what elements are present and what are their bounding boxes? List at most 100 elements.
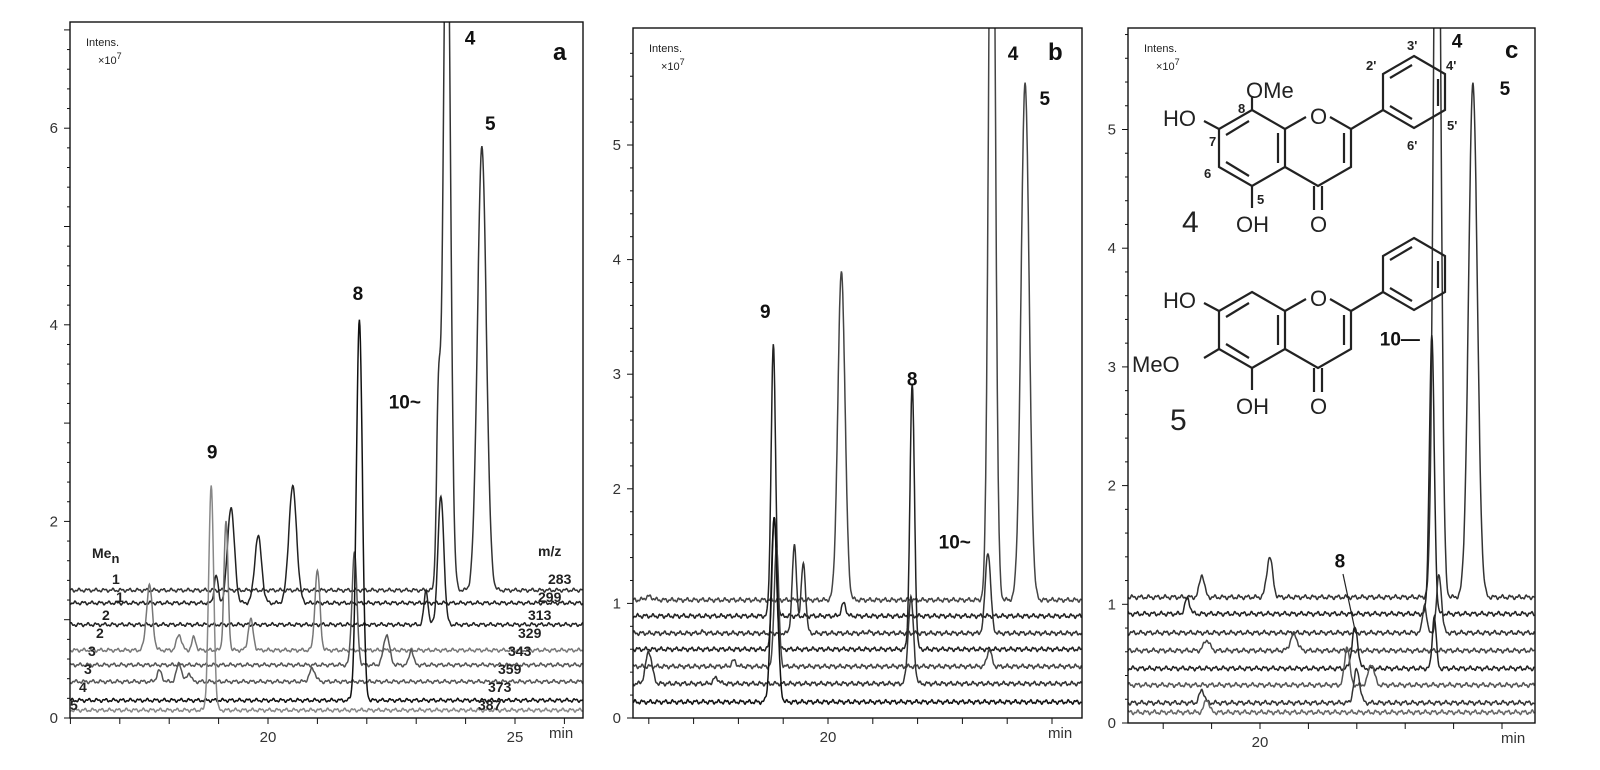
- peak-label-10: 10~: [939, 532, 971, 553]
- men-label: 3: [84, 661, 92, 677]
- pos-label: 4': [1446, 58, 1456, 73]
- y-tick-label: 2: [613, 481, 621, 498]
- y-axis-label: Intens.: [1144, 43, 1177, 55]
- men-label: 3: [88, 643, 96, 659]
- panel-letter: a: [553, 39, 567, 66]
- mz-label: 313: [528, 607, 552, 623]
- plot-frame: [69, 21, 584, 719]
- y-tick-label: 1: [1108, 596, 1116, 613]
- trace-313: [70, 494, 583, 628]
- y-tick-label: 0: [50, 710, 58, 727]
- y-tick-label: 6: [50, 120, 58, 137]
- structure-compound-4: OMe HO OH O O 8 7 6 5 2' 3' 4' 5' 6' 4: [1163, 38, 1457, 239]
- y-tick-label: 4: [1108, 240, 1116, 257]
- y-tick-label: 4: [50, 317, 58, 334]
- plot-frame: [632, 27, 1083, 719]
- y-tick-label: 4: [613, 252, 621, 269]
- mz-label: 373: [488, 679, 512, 695]
- x-tick-label: 20: [820, 729, 837, 746]
- mz-header: m/z: [538, 543, 561, 559]
- trace-343: [70, 551, 583, 668]
- y-tick-label: 5: [1108, 122, 1116, 139]
- trace-387: [70, 485, 583, 714]
- men-label: 1: [112, 571, 120, 587]
- trace-299: [70, 484, 583, 607]
- trace-373: [70, 319, 583, 704]
- y-axis-unit: ×107: [1156, 57, 1180, 73]
- peak-label-8: 8: [907, 370, 918, 391]
- peak-label-9: 9: [207, 442, 218, 463]
- trace-series-7: [633, 516, 1082, 706]
- y-tick-label: 5: [613, 137, 621, 154]
- struct5-oh: OH: [1236, 394, 1269, 419]
- trace-series-6: [633, 593, 1082, 687]
- y-axis-unit: ×107: [661, 57, 685, 73]
- peak-label-9: 9: [760, 302, 771, 323]
- trace-283: [70, 22, 583, 594]
- trace-series-4: [1128, 630, 1535, 655]
- trace-series-3: [633, 544, 1082, 637]
- struct4-carbonyl-o: O: [1310, 212, 1327, 237]
- trace-series-6: [1128, 646, 1535, 689]
- x-axis-label: min: [549, 725, 573, 742]
- trace-series-3: [1128, 573, 1535, 637]
- men-label: 4: [79, 679, 87, 695]
- pos-label: 8: [1238, 101, 1245, 116]
- trace-series-1: [633, 28, 1082, 604]
- trace-series-5: [633, 547, 1082, 670]
- peak-label-8: 8: [1335, 552, 1346, 573]
- mz-label: 359: [498, 661, 522, 677]
- struct4-oh: OH: [1236, 212, 1269, 237]
- peak-label-5: 5: [1040, 89, 1051, 110]
- struct4-ring-o: O: [1310, 104, 1327, 129]
- compound-5-label: 5: [1170, 404, 1187, 437]
- panel-c: 0 1 2 3 4 5 20 min Intens. ×107 c 4 5 10— 8: [1108, 27, 1536, 751]
- struct5-ring-o: O: [1310, 286, 1327, 311]
- plot-frame: [1127, 27, 1536, 724]
- trace-series-2: [1128, 335, 1535, 618]
- panel-b: 0 1 2 3 4 5 20 min Intens. ×107 b 4 5 9 8 10~: [613, 27, 1083, 746]
- men-label: 2: [96, 625, 104, 641]
- peak-label-4: 4: [465, 29, 476, 50]
- pos-label: 5': [1447, 118, 1457, 133]
- structure-compound-5: HO MeO OH O O 5: [1132, 236, 1447, 437]
- y-tick-label: 2: [50, 513, 58, 530]
- struct4-ho: HO: [1163, 106, 1196, 131]
- panel-letter: b: [1048, 39, 1063, 66]
- panel-letter: c: [1505, 37, 1518, 64]
- struct5-carbonyl-o: O: [1310, 394, 1327, 419]
- pos-label: 6': [1407, 138, 1417, 153]
- y-tick-label: 3: [613, 366, 621, 383]
- trace-329: [70, 520, 583, 654]
- y-axis-unit: ×107: [98, 51, 122, 67]
- peak-label-5: 5: [485, 114, 496, 135]
- peak-label-10: 10—: [1380, 330, 1420, 351]
- trace-series-8: [1128, 699, 1535, 716]
- peak-label-8: 8: [353, 284, 364, 305]
- pos-label: 5: [1257, 192, 1264, 207]
- trace-series-7: [1128, 667, 1535, 707]
- y-tick-label: 1: [613, 595, 621, 612]
- peak-label-4: 4: [1008, 44, 1019, 65]
- y-tick-label: 2: [1108, 478, 1116, 495]
- trace-series-4: [633, 383, 1082, 653]
- men-header: Men: [92, 545, 119, 566]
- y-tick-label: 0: [1108, 715, 1116, 732]
- pos-label: 7: [1209, 134, 1216, 149]
- y-tick-label: 3: [1108, 359, 1116, 376]
- men-label: 2: [102, 607, 110, 623]
- peak-label-4: 4: [1452, 32, 1463, 53]
- mz-label: 283: [548, 571, 572, 587]
- peak-label-5: 5: [1500, 79, 1511, 100]
- mz-label: 299: [538, 589, 562, 605]
- struct4-ome: OMe: [1246, 78, 1294, 103]
- compound-4-label: 4: [1182, 206, 1199, 239]
- y-axis-label: Intens.: [649, 43, 682, 55]
- pos-label: 6: [1204, 166, 1211, 181]
- x-tick-label: 20: [1252, 734, 1269, 751]
- trace-series-1: [1128, 28, 1535, 601]
- men-label: 5: [70, 697, 78, 713]
- mz-label: 329: [518, 625, 542, 641]
